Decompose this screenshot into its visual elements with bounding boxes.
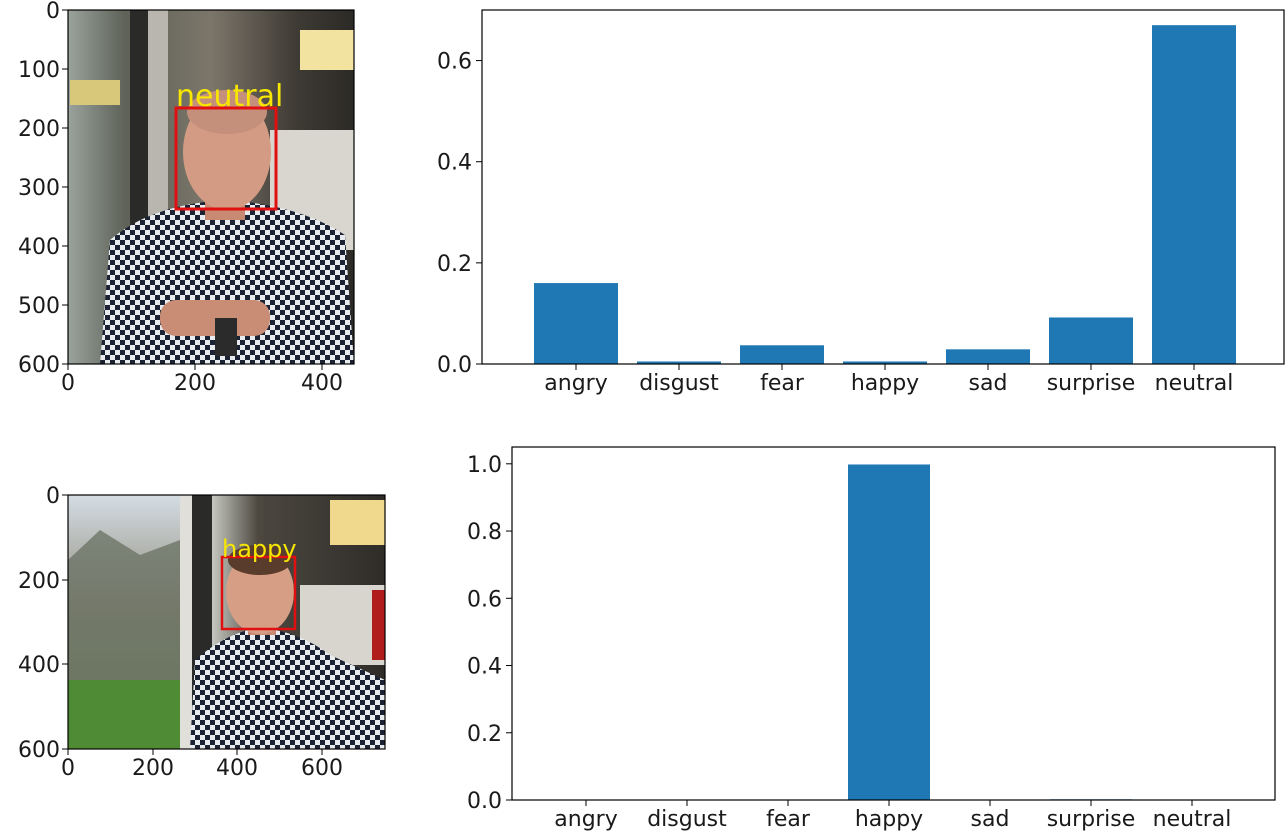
bar-fear — [740, 345, 824, 364]
y-tick-label: 0.2 — [437, 252, 472, 277]
emotion-label: happy — [222, 535, 297, 563]
bar-surprise — [1049, 317, 1133, 364]
x-tick-label-surprise: surprise — [1047, 371, 1136, 396]
bar-angry — [534, 283, 618, 364]
x-tick-label-angry: angry — [554, 807, 617, 832]
y-tick-label: 1.0 — [467, 453, 502, 478]
bottom-photo-y-ticks: 0 200 400 600 — [18, 484, 68, 763]
x-tick-label: 200 — [132, 756, 174, 781]
bar-sad — [946, 349, 1030, 364]
x-tick-label: 0 — [61, 371, 75, 396]
y-tick-label: 100 — [18, 58, 60, 83]
y-tick-label: 0.4 — [437, 151, 472, 176]
top-photo-x-ticks: 0 200 400 — [61, 364, 343, 396]
y-tick-label: 500 — [18, 294, 60, 319]
x-tick-label: 400 — [216, 756, 258, 781]
bottom-photo: happy — [67, 494, 386, 750]
y-tick-label: 400 — [18, 653, 60, 678]
y-tick-label: 600 — [18, 353, 60, 378]
bar-happy — [848, 464, 930, 800]
y-tick-label: 200 — [18, 569, 60, 594]
y-tick-label: 600 — [18, 738, 60, 763]
emotion-label: neutral — [176, 79, 283, 114]
x-tick-label: 200 — [174, 371, 216, 396]
face-box — [174, 106, 278, 211]
x-tick-label: 0 — [61, 756, 75, 781]
emotion-bar-chart-bottom: 0.0 0.2 0.4 0.6 0.8 1.0 angry disgust fear happy s… — [467, 446, 1276, 832]
y-tick-label: 300 — [18, 176, 60, 201]
face-box — [220, 555, 297, 631]
y-tick-label: 0 — [46, 484, 60, 509]
top-photo-y-ticks: 0 100 200 300 400 500 600 — [18, 0, 68, 378]
top-photo: neutral — [67, 9, 355, 365]
y-tick-label: 0 — [46, 0, 60, 24]
x-tick-label-happy: happy — [851, 371, 919, 396]
x-tick-label-happy: happy — [855, 807, 923, 832]
x-tick-label-neutral: neutral — [1153, 807, 1232, 832]
x-tick-label: 400 — [301, 371, 343, 396]
y-tick-label: 0.8 — [467, 520, 502, 545]
y-tick-label: 200 — [18, 117, 60, 142]
x-tick-label-disgust: disgust — [639, 371, 719, 396]
x-tick-label-sad: sad — [971, 807, 1010, 832]
x-tick-label-angry: angry — [544, 371, 607, 396]
x-tick-label-fear: fear — [760, 371, 805, 396]
bar-happy — [843, 361, 927, 364]
x-tick-label: 600 — [301, 756, 343, 781]
x-tick-label-neutral: neutral — [1155, 371, 1234, 396]
bottom-photo-x-ticks: 0 200 400 600 — [61, 749, 343, 781]
y-tick-label: 0.6 — [437, 50, 472, 75]
y-tick-label: 0.0 — [437, 353, 472, 378]
y-tick-label: 0.6 — [467, 587, 502, 612]
x-tick-label-surprise: surprise — [1047, 807, 1136, 832]
y-tick-label: 0.2 — [467, 722, 502, 747]
x-tick-label-sad: sad — [969, 371, 1008, 396]
y-tick-label: 400 — [18, 235, 60, 260]
emotion-bar-chart-top: 0.0 0.2 0.4 0.6 angry disgust fear happy sad surp… — [437, 9, 1285, 396]
y-tick-label: 0.4 — [467, 655, 502, 680]
x-tick-label-disgust: disgust — [647, 807, 727, 832]
bar-disgust — [637, 361, 721, 364]
bar-neutral — [1152, 25, 1236, 365]
axes-frame — [511, 446, 1276, 801]
x-tick-label-fear: fear — [766, 807, 811, 832]
axes-frame — [481, 9, 1285, 365]
y-tick-label: 0.0 — [467, 789, 502, 814]
